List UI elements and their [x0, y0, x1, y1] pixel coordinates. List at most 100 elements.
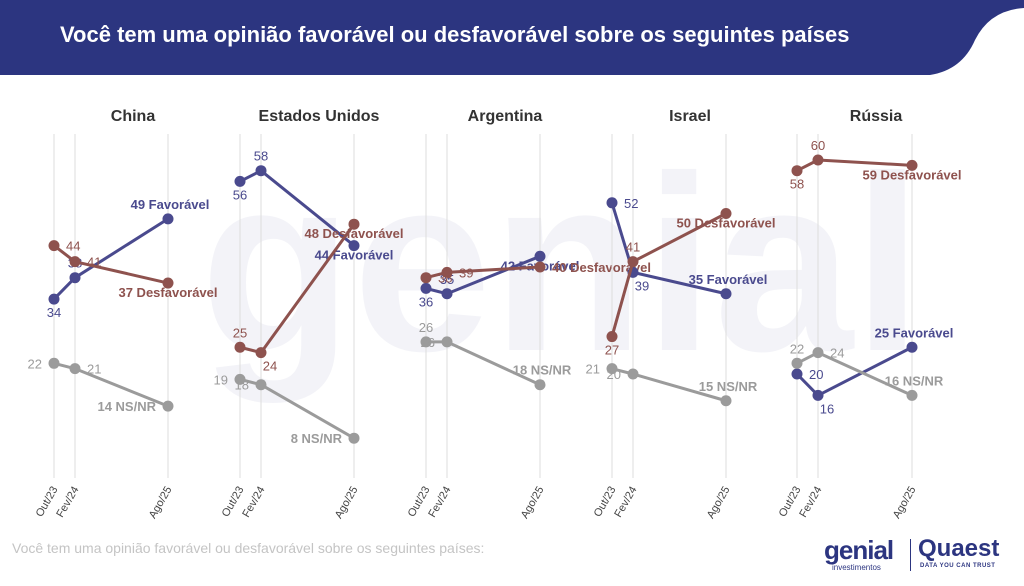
data-label-desfavoravel: 58 — [790, 177, 804, 192]
data-point-nsnr — [441, 336, 453, 348]
data-label-nsnr: 15 NS/NR — [699, 379, 758, 394]
quaest-logo-subtitle: DATA YOU CAN TRUST — [920, 563, 996, 569]
data-point-desfavoravel — [720, 208, 732, 219]
data-point-favoravel — [162, 213, 174, 225]
data-label-favoravel: 25 Favorável — [875, 325, 954, 340]
data-point-desfavoravel — [906, 159, 918, 171]
data-label-nsnr: 8 NS/NR — [291, 431, 343, 446]
data-label-desfavoravel: 60 — [811, 138, 825, 153]
data-point-favoravel — [234, 175, 246, 187]
data-label-nsnr: 16 NS/NR — [885, 373, 944, 388]
data-point-nsnr — [348, 432, 360, 444]
data-point-favoravel — [348, 240, 360, 252]
data-label-favoravel: 20 — [809, 367, 823, 382]
data-point-favoravel — [812, 389, 824, 401]
panel-title: Rússia — [850, 108, 903, 125]
data-label-desfavoravel: 59 Desfavorável — [862, 167, 961, 182]
data-point-desfavoravel — [420, 272, 432, 284]
data-point-favoravel — [606, 197, 618, 209]
data-point-desfavoravel — [48, 240, 60, 252]
data-label-favoravel: 35 Favorável — [689, 272, 768, 287]
data-point-desfavoravel — [812, 154, 824, 166]
data-label-desfavoravel: 25 — [233, 325, 247, 340]
logo-separator — [910, 539, 911, 571]
data-label-nsnr: 26 — [421, 335, 435, 350]
x-tick-label: Ago/25 — [705, 485, 733, 521]
data-label-nsnr: 24 — [830, 346, 844, 361]
data-point-nsnr — [162, 400, 174, 412]
data-point-nsnr — [720, 395, 732, 407]
data-label-desfavoravel: 41 — [626, 240, 640, 255]
data-point-favoravel — [720, 288, 732, 300]
data-label-favoravel: 58 — [254, 149, 268, 164]
data-label-desfavoravel: 27 — [605, 343, 619, 358]
x-tick-label: Ago/25 — [891, 485, 919, 521]
data-label-favoravel: 16 — [820, 401, 834, 416]
data-point-desfavoravel — [234, 341, 246, 353]
data-point-favoravel — [906, 341, 918, 353]
data-label-nsnr: 14 NS/NR — [97, 399, 156, 414]
data-label-desfavoravel: 37 Desfavorável — [118, 285, 217, 300]
data-point-desfavoravel — [534, 261, 546, 273]
x-tick-label: Ago/25 — [519, 485, 547, 521]
x-tick-label: Ago/25 — [333, 485, 361, 521]
data-label-desfavoravel: 24 — [263, 359, 277, 374]
quaest-logo: Quaest — [918, 535, 1000, 562]
brand-logos: genial investimentos Quaest DATA YOU CAN… — [824, 535, 1000, 577]
data-label-nsnr: 21 — [87, 362, 101, 377]
data-label-nsnr: 18 — [235, 378, 249, 393]
data-label-favoravel: 49 Favorável — [131, 197, 210, 212]
data-point-favoravel — [420, 282, 432, 294]
data-label-desfavoravel: 41 — [87, 255, 101, 270]
data-point-nsnr — [48, 357, 60, 369]
x-tick-label: Ago/25 — [147, 485, 175, 521]
data-label-nsnr: 18 NS/NR — [513, 363, 572, 378]
data-point-nsnr — [534, 379, 546, 391]
footer-caption: Você tem uma opinião favorável ou desfav… — [12, 540, 485, 556]
data-label-desfavoravel: 50 Desfavorável — [676, 216, 775, 231]
data-point-desfavoravel — [627, 256, 639, 268]
data-label-favoravel: 39 — [635, 278, 649, 293]
data-label-nsnr: 22 — [28, 356, 42, 371]
data-point-nsnr — [255, 379, 267, 391]
panel-title: Estados Unidos — [259, 108, 380, 125]
data-label-favoravel: 34 — [47, 305, 61, 320]
data-point-favoravel — [534, 250, 546, 262]
data-point-nsnr — [627, 368, 639, 380]
data-point-desfavoravel — [606, 331, 618, 343]
genial-logo: genial — [824, 535, 894, 565]
data-label-desfavoravel: 39 — [459, 265, 473, 280]
panel-title: China — [111, 108, 156, 125]
data-point-favoravel — [69, 272, 81, 284]
data-point-favoravel — [48, 293, 60, 305]
page-title: Você tem uma opinião favorável ou desfav… — [60, 22, 850, 47]
data-label-desfavoravel: 48 Desfavorável — [304, 226, 403, 241]
data-point-nsnr — [791, 357, 803, 369]
data-point-desfavoravel — [791, 165, 803, 177]
genial-logo-subtitle: investimentos — [832, 563, 881, 572]
data-point-nsnr — [234, 373, 246, 385]
data-label-desfavoravel: 44 — [66, 239, 80, 254]
header-banner: Você tem uma opinião favorável ou desfav… — [0, 0, 1024, 75]
data-point-favoravel — [441, 288, 453, 300]
data-point-desfavoravel — [441, 266, 453, 278]
data-point-favoravel — [255, 165, 267, 177]
data-point-desfavoravel — [162, 277, 174, 289]
data-point-desfavoravel — [348, 218, 360, 230]
data-point-favoravel — [791, 368, 803, 380]
data-point-nsnr — [69, 363, 81, 375]
panel-title: Argentina — [468, 108, 543, 125]
data-label-nsnr: 22 — [790, 341, 804, 356]
data-point-nsnr — [906, 389, 918, 401]
data-label-favoravel: 56 — [233, 187, 247, 202]
panel-title: Israel — [669, 108, 711, 125]
data-label-favoravel: 36 — [419, 294, 433, 309]
data-label-nsnr: 19 — [214, 372, 228, 387]
header-background — [0, 0, 1024, 75]
data-label-desfavoravel: 38 — [438, 271, 452, 286]
data-label-nsnr: 20 — [607, 367, 621, 382]
data-point-nsnr — [420, 336, 432, 348]
data-label-nsnr: 21 — [586, 362, 600, 377]
